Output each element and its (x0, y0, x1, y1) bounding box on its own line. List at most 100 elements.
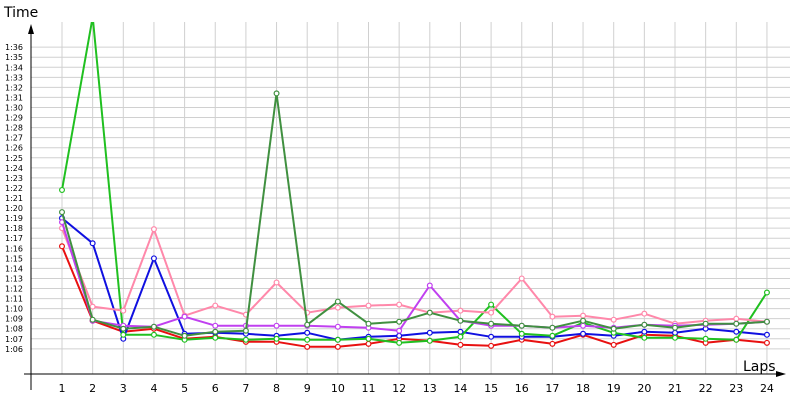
data-point (488, 309, 495, 316)
y-tick-label: 1:22 (5, 184, 23, 193)
data-point (58, 243, 65, 250)
data-point (396, 301, 403, 308)
y-axis-title: Time (3, 5, 38, 21)
data-point (488, 301, 495, 308)
x-tick-label: 13 (423, 382, 437, 395)
x-tick-label: 10 (331, 382, 345, 395)
data-point (150, 226, 157, 233)
data-point (273, 90, 280, 97)
data-point (580, 312, 587, 319)
x-tick-label: 9 (304, 382, 311, 395)
data-point (273, 335, 280, 342)
data-point (89, 316, 96, 323)
data-point (488, 320, 495, 327)
series-6 (58, 90, 770, 339)
data-point (610, 341, 617, 348)
data-point (334, 336, 341, 343)
data-point (549, 324, 556, 331)
data-point (181, 313, 188, 320)
data-point (150, 255, 157, 262)
data-point (457, 307, 464, 314)
x-tick-label: 1 (59, 382, 66, 395)
data-point (365, 335, 372, 342)
series-line (61, 92, 767, 337)
data-point (488, 342, 495, 349)
x-tick-label: 20 (637, 382, 651, 395)
x-tick-label: 24 (760, 382, 774, 395)
data-point (671, 329, 678, 336)
y-tick-label: 1:31 (5, 93, 23, 102)
data-point (702, 335, 709, 342)
x-tick-label: 7 (242, 382, 249, 395)
y-tick-label: 1:32 (5, 83, 23, 92)
data-point (641, 334, 648, 341)
data-point (304, 329, 311, 336)
data-point (304, 321, 311, 328)
data-point (518, 322, 525, 329)
x-tick-label: 21 (668, 382, 682, 395)
x-tick-label: 14 (453, 382, 467, 395)
series-5 (58, 219, 770, 334)
data-point (580, 317, 587, 324)
data-point (334, 298, 341, 305)
x-tick-label: 2 (89, 382, 96, 395)
data-point (457, 333, 464, 340)
y-tick-label: 1:06 (5, 345, 23, 354)
y-tick-label: 1:35 (5, 53, 23, 62)
data-point (733, 315, 740, 322)
data-point (733, 320, 740, 327)
x-tick-label: 15 (484, 382, 498, 395)
data-point (90, 15, 95, 20)
data-point (733, 328, 740, 335)
data-point (763, 318, 770, 325)
data-point (549, 340, 556, 347)
data-point (641, 310, 648, 317)
data-point (518, 330, 525, 337)
series-line (61, 217, 767, 341)
y-tick-label: 1:18 (5, 224, 23, 233)
data-point (426, 282, 433, 289)
data-point (242, 327, 249, 334)
data-point (580, 322, 587, 329)
data-point (89, 303, 96, 310)
y-tick-label: 1:14 (5, 264, 23, 273)
data-point (641, 328, 648, 335)
data-point (763, 339, 770, 346)
data-point (457, 317, 464, 324)
data-point (426, 309, 433, 316)
y-tick-label: 1:08 (5, 325, 23, 334)
x-tick-label: 8 (273, 382, 280, 395)
x-tick-label: 3 (120, 382, 127, 395)
data-point (58, 209, 65, 216)
series (58, 15, 770, 350)
data-point (150, 331, 157, 338)
data-point (242, 336, 249, 343)
y-tick-label: 1:10 (5, 305, 23, 314)
axes (24, 24, 786, 390)
data-point (671, 324, 678, 331)
y-tick-label: 1:25 (5, 154, 23, 163)
y-tick-label: 1:19 (5, 214, 23, 223)
series-line (61, 245, 767, 348)
y-tick-label: 1:29 (5, 114, 23, 123)
data-point (488, 333, 495, 340)
y-tick-label: 1:36 (5, 43, 23, 52)
y-tick-label: 1:33 (5, 73, 23, 82)
data-point (365, 302, 372, 309)
y-tick-label: 1:09 (5, 315, 23, 324)
x-tick-label: 4 (150, 382, 157, 395)
data-point (396, 327, 403, 334)
data-point (457, 328, 464, 335)
data-point (763, 289, 770, 296)
x-tick-label: 18 (576, 382, 590, 395)
data-point (334, 304, 341, 311)
y-tick-label: 1:24 (5, 164, 23, 173)
x-tick-label: 6 (212, 382, 219, 395)
data-point (580, 330, 587, 337)
x-tick-label: 12 (392, 382, 406, 395)
data-point (549, 313, 556, 320)
data-point (396, 332, 403, 339)
data-point (610, 316, 617, 323)
series-3 (58, 15, 770, 346)
